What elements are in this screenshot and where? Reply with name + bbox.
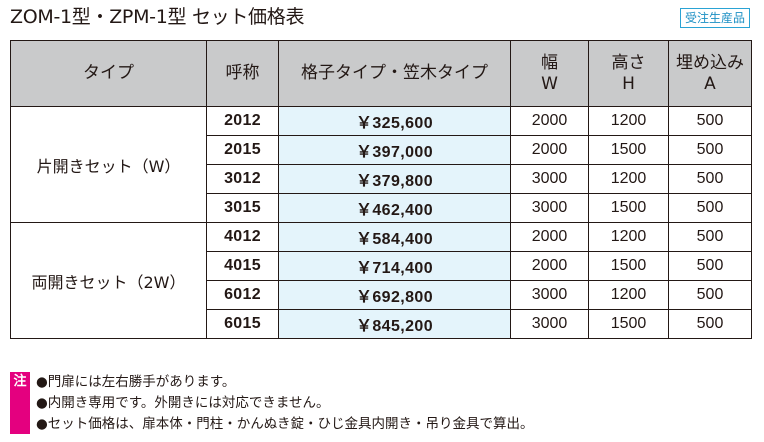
page-title: ZOM-1型・ZPM-1型 セット価格表 [10,6,305,28]
header-type: タイプ [10,40,207,107]
made-to-order-badge: 受注生産品 [679,8,750,28]
header-code: 呼称 [206,40,279,107]
header-width-symbol: W [541,73,558,94]
width-cell: 2000 [510,251,589,281]
header-height: 高さ H [588,40,669,107]
width-cell: 2000 [510,135,589,165]
height-cell: 1500 [588,251,669,281]
width-cell: 3000 [510,164,589,194]
header-width-label: 幅 [541,52,558,73]
height-cell: 1500 [588,193,669,223]
code-cell: 3012 [206,164,279,194]
embed-cell: 500 [668,222,752,252]
price-cell: ￥379,800 [278,164,511,194]
table-row: 3012 ￥379,800 3000 1200 500 [11,164,752,194]
note-item: ●門扉には左右勝手があります。 [36,374,236,390]
code-cell: 2012 [206,106,279,136]
header-embed-symbol: A [704,73,716,94]
embed-cell: 500 [668,135,752,165]
height-cell: 1200 [588,164,669,194]
code-cell: 6012 [206,280,279,310]
embed-cell: 500 [668,280,752,310]
header-height-symbol: H [622,73,635,94]
width-cell: 2000 [510,222,589,252]
header-height-label: 高さ [611,52,646,73]
group-type-double: 両開きセット（2W） [10,222,207,339]
table-row: 6012 ￥692,800 3000 1200 500 [11,280,752,310]
table-row: 6015 ￥845,200 3000 1500 500 [11,309,752,339]
header-embed: 埋め込み A [668,40,752,107]
width-cell: 2000 [510,106,589,136]
embed-cell: 500 [668,193,752,223]
table-header-row: タイプ 呼称 格子タイプ・笠木タイプ 幅 W 高さ H 埋め込み A [10,40,752,107]
height-cell: 1500 [588,135,669,165]
note-mark: 注 [10,372,30,434]
note-item: ●セット価格は、扉本体・門柱・かんぬき錠・ひじ金具内開き・吊り金具で算出。 [36,416,534,432]
table-row: 3015 ￥462,400 3000 1500 500 [11,193,752,223]
code-cell: 4015 [206,251,279,281]
width-cell: 3000 [510,193,589,223]
width-cell: 3000 [510,309,589,339]
code-cell: 4012 [206,222,279,252]
group-type-single: 片開きセット（W） [10,106,207,223]
price-cell: ￥462,400 [278,193,511,223]
note-item: ●内開き専用です。外開きには対応できません。 [36,395,330,411]
price-cell: ￥692,800 [278,280,511,310]
price-cell: ￥397,000 [278,135,511,165]
embed-cell: 500 [668,164,752,194]
code-cell: 2015 [206,135,279,165]
height-cell: 1200 [588,280,669,310]
embed-cell: 500 [668,251,752,281]
table-row: 4015 ￥714,400 2000 1500 500 [11,251,752,281]
code-cell: 6015 [206,309,279,339]
table-row: 片開きセット（W） 2012 ￥325,600 2000 1200 500 [10,106,752,223]
code-cell: 3015 [206,193,279,223]
price-cell: ￥845,200 [278,309,511,339]
price-cell: ￥584,400 [278,222,511,252]
width-cell: 3000 [510,280,589,310]
height-cell: 1200 [588,222,669,252]
height-cell: 1200 [588,106,669,136]
price-cell: ￥325,600 [278,106,511,136]
header-embed-label: 埋め込み [676,52,744,73]
note-list: ●門扉には左右勝手があります。 ●内開き専用です。外開きには対応できません。 ●… [36,372,534,435]
header-width: 幅 W [510,40,589,107]
price-table: タイプ 呼称 格子タイプ・笠木タイプ 幅 W 高さ H 埋め込み A 片開きセッ… [10,40,752,339]
table-row: 両開きセット（2W） 4012 ￥584,400 2000 1200 500 [10,222,752,339]
table-row: 2015 ￥397,000 2000 1500 500 [11,135,752,165]
price-cell: ￥714,400 [278,251,511,281]
embed-cell: 500 [668,309,752,339]
embed-cell: 500 [668,106,752,136]
height-cell: 1500 [588,309,669,339]
header-price: 格子タイプ・笠木タイプ [278,40,511,107]
